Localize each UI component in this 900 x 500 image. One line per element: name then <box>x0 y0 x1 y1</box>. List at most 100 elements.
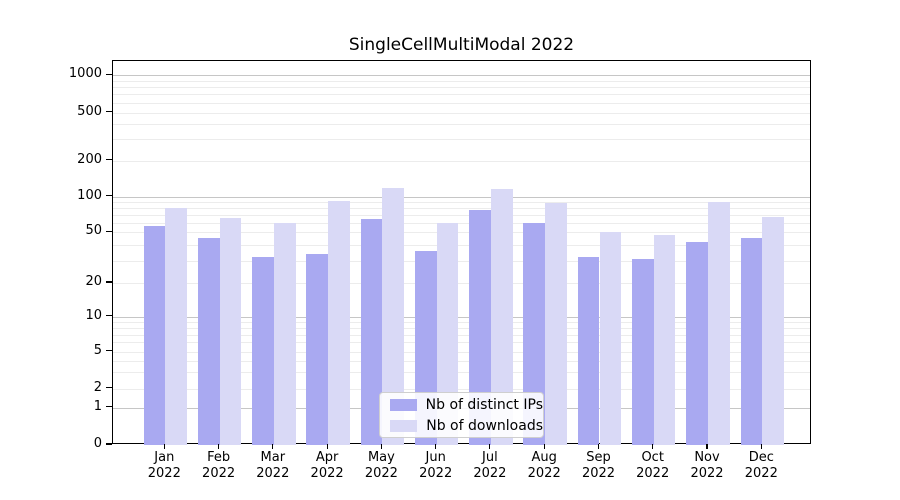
y-tick-mark <box>106 110 112 113</box>
x-tick-mark <box>435 444 437 449</box>
x-tick-mark <box>706 444 708 449</box>
bar-downloads-mar <box>273 222 296 445</box>
y-tick-mark <box>106 230 112 232</box>
major-gridline <box>113 316 810 318</box>
major-gridline <box>113 196 810 198</box>
minor-gridline <box>113 208 810 210</box>
x-tick-mark <box>489 444 491 449</box>
y-tick-mark <box>106 195 112 197</box>
minor-gridline <box>113 388 810 390</box>
minor-gridline <box>113 160 810 162</box>
legend-item-distinct-ips: Nb of distinct IPs <box>390 397 543 413</box>
x-tick-label-sep: Sep 2022 <box>581 450 616 481</box>
minor-gridline <box>113 334 810 336</box>
minor-gridline <box>113 321 810 323</box>
bar-downloads-feb <box>219 218 242 445</box>
y-tick-label: 2 <box>93 379 102 395</box>
y-tick-label: 200 <box>77 151 102 167</box>
legend-swatch-distinct-ips <box>390 398 417 411</box>
minor-gridline <box>113 342 810 344</box>
bar-distinct-ips-feb <box>197 238 220 445</box>
bar-downloads-jun <box>436 222 459 445</box>
minor-gridline <box>113 124 810 126</box>
minor-gridline <box>113 112 810 114</box>
plot-area <box>112 60 811 445</box>
bar-distinct-ips-apr <box>306 253 329 445</box>
minor-gridline <box>113 283 810 284</box>
legend-label-downloads: Nb of downloads <box>426 417 543 434</box>
bar-distinct-ips-dec <box>740 238 763 445</box>
y-tick-label: 1 <box>93 398 102 414</box>
minor-gridline <box>113 102 810 104</box>
x-tick-mark <box>380 444 382 449</box>
y-tick-label: 0 <box>93 436 102 451</box>
minor-gridline <box>113 360 810 362</box>
bar-downloads-jan <box>165 208 188 445</box>
x-tick-label-feb: Feb 2022 <box>202 450 236 481</box>
minor-gridline <box>113 94 810 96</box>
y-tick-mark <box>106 349 112 352</box>
x-tick-label-may: May 2022 <box>364 450 398 481</box>
x-tick-label-apr: Apr 2022 <box>310 450 344 481</box>
bar-downloads-sep <box>599 232 622 445</box>
bar-downloads-dec <box>762 217 785 445</box>
y-tick-mark <box>106 443 112 445</box>
bar-downloads-aug <box>545 203 567 445</box>
x-tick-mark <box>218 444 220 449</box>
x-tick-label-oct: Oct 2022 <box>636 450 670 481</box>
minor-gridline <box>113 139 810 141</box>
x-tick-mark <box>597 444 600 449</box>
x-tick-mark <box>163 444 165 449</box>
minor-gridline <box>113 260 810 262</box>
x-tick-label-nov: Nov 2022 <box>690 450 724 481</box>
legend-item-downloads: Nb of downloads <box>390 418 543 434</box>
bar-distinct-ips-nov <box>686 241 708 445</box>
x-tick-mark <box>272 444 274 449</box>
y-tick-mark <box>106 314 112 317</box>
chart-title: SingleCellMultiModal 2022 <box>348 35 575 55</box>
x-tick-label-jul: Jul 2022 <box>473 450 507 481</box>
major-gridline <box>113 75 810 77</box>
bar-distinct-ips-oct <box>631 258 654 445</box>
bar-distinct-ips-mar <box>252 257 274 445</box>
legend-swatch-downloads <box>390 419 418 432</box>
y-tick-label: 500 <box>77 103 102 119</box>
y-tick-label: 1000 <box>68 66 102 82</box>
x-tick-mark <box>543 444 545 449</box>
bar-downloads-jul <box>490 189 513 445</box>
bar-distinct-ips-jul <box>469 210 491 445</box>
minor-gridline <box>113 81 810 82</box>
minor-gridline <box>113 244 810 246</box>
y-tick-mark <box>106 159 112 161</box>
bar-downloads-oct <box>653 234 676 445</box>
minor-gridline <box>113 202 810 204</box>
minor-gridline <box>113 87 810 89</box>
minor-gridline <box>113 215 810 216</box>
bar-downloads-apr <box>328 201 350 445</box>
bar-distinct-ips-sep <box>577 257 600 445</box>
y-tick-label: 100 <box>77 187 102 203</box>
y-tick-label: 50 <box>85 223 102 239</box>
x-tick-mark <box>326 444 328 449</box>
x-tick-label-jan: Jan 2022 <box>147 450 181 481</box>
minor-gridline <box>113 372 810 374</box>
y-tick-mark <box>106 386 112 389</box>
legend-label-distinct-ips: Nb of distinct IPs <box>425 396 543 413</box>
bar-distinct-ips-aug <box>523 222 546 445</box>
x-tick-label-mar: Mar 2022 <box>256 450 290 481</box>
x-tick-label-aug: Aug 2022 <box>527 450 561 481</box>
bar-downloads-may <box>382 188 405 445</box>
y-tick-label: 10 <box>85 307 102 323</box>
y-tick-label: 5 <box>93 342 102 358</box>
minor-gridline <box>113 222 810 224</box>
bar-downloads-nov <box>708 202 730 445</box>
x-tick-mark <box>652 444 654 449</box>
legend: Nb of distinct IPs Nb of downloads <box>379 392 544 438</box>
y-tick-mark <box>106 405 112 408</box>
x-tick-mark <box>760 444 762 449</box>
minor-gridline <box>113 232 810 234</box>
y-tick-label: 20 <box>85 274 102 289</box>
bar-distinct-ips-jan <box>143 225 166 445</box>
minor-gridline <box>113 327 810 329</box>
